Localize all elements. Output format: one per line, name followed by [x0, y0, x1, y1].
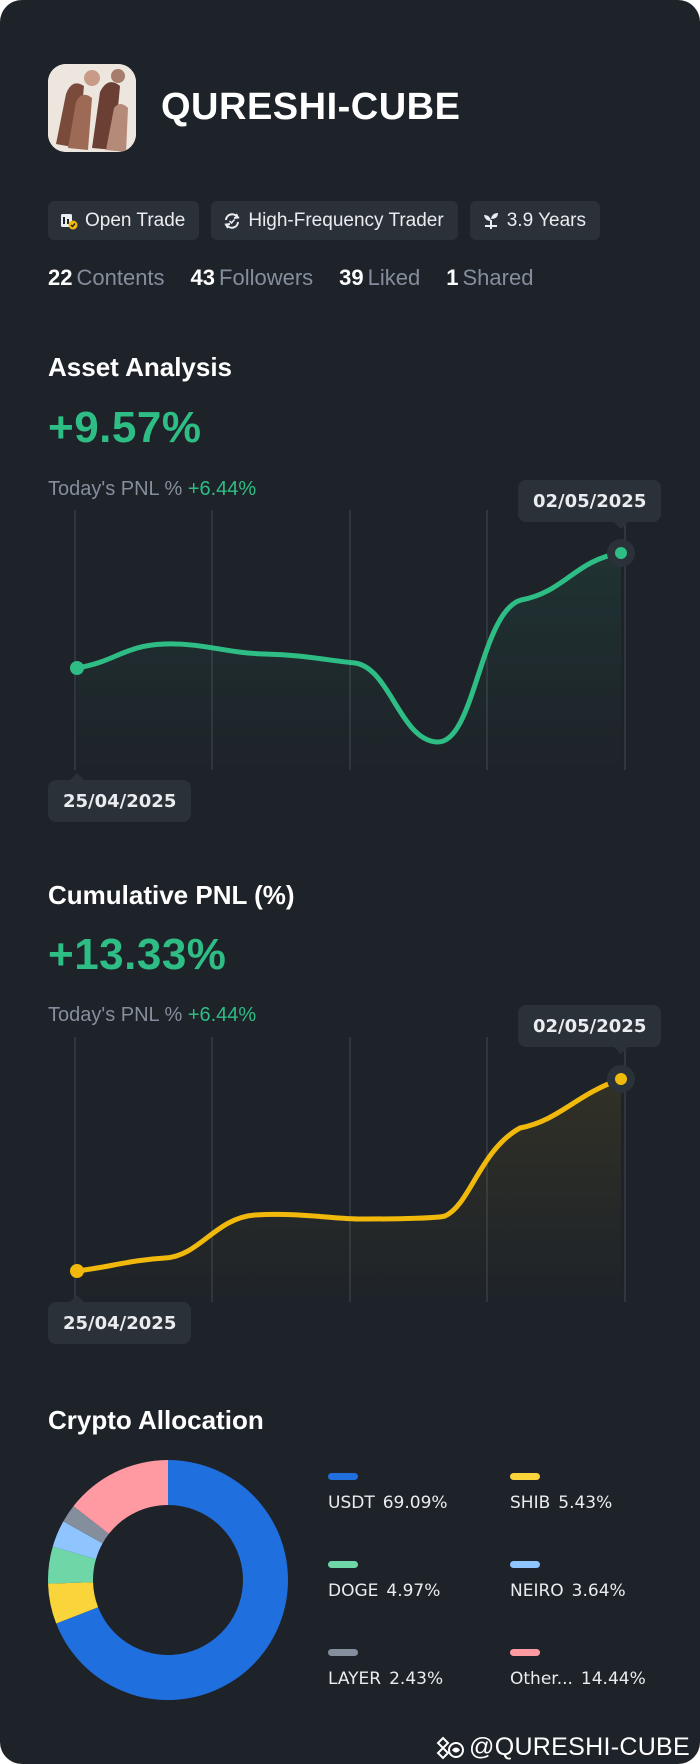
asset-end-date-tooltip: 02/05/2025	[518, 480, 662, 522]
stat-liked[interactable]: 39 Liked	[339, 265, 420, 291]
cumulative-today-pnl: Today's PNL % +6.44%	[48, 1004, 256, 1027]
cumulative-end-date-tooltip: 02/05/2025	[518, 1005, 662, 1047]
legend-percent: 5.43%	[558, 1493, 613, 1513]
watermark-text: @QURESHI-CUBE	[469, 1733, 690, 1761]
legend-item-doge[interactable]: DOGE 4.97%	[328, 1561, 440, 1601]
legend-swatch	[510, 1473, 540, 1480]
allocation-donut-chart[interactable]	[48, 1460, 288, 1700]
legend-swatch	[328, 1561, 358, 1568]
legend-name: SHIB	[510, 1493, 551, 1513]
stat-value: 39	[339, 265, 364, 290]
tag-open-trade[interactable]: Open Trade	[48, 201, 200, 240]
today-pnl-value: +6.44%	[187, 478, 257, 500]
stat-label: Liked	[367, 265, 421, 290]
donut-slice-other[interactable]	[73, 1460, 168, 1534]
tooltip-arrow	[614, 522, 628, 529]
legend-swatch	[510, 1649, 540, 1656]
avatar[interactable]	[48, 64, 136, 152]
legend-percent: 2.43%	[389, 1669, 444, 1689]
refresh-cycle-icon	[224, 212, 240, 229]
donut-slice-neiro[interactable]	[52, 1521, 103, 1560]
legend-name: DOGE	[328, 1581, 379, 1601]
legend-name: USDT	[328, 1493, 375, 1513]
tag-label: 3.9 Years	[506, 209, 586, 231]
donut-slice-shib[interactable]	[48, 1582, 99, 1624]
legend-swatch	[328, 1473, 358, 1480]
cumulative-start-date-tooltip: 25/04/2025	[48, 1302, 192, 1344]
cumulative-area-fill	[77, 1079, 621, 1302]
tag-label: Open Trade	[85, 209, 186, 231]
asset-analysis-value: +9.57%	[48, 403, 202, 452]
legend-swatch	[510, 1561, 540, 1568]
tag-list: Open Trade High-Frequency Trader 3.9 Yea…	[48, 201, 600, 240]
stat-contents[interactable]: 22 Contents	[48, 265, 165, 291]
stat-label: Contents	[76, 265, 165, 290]
donut-slice-doge[interactable]	[48, 1546, 96, 1584]
asset-area-fill	[77, 553, 621, 770]
tag-years[interactable]: 3.9 Years	[469, 201, 600, 240]
tag-label: High-Frequency Trader	[248, 209, 444, 231]
legend-percent: 3.64%	[571, 1581, 626, 1601]
legend-name: LAYER	[328, 1669, 382, 1689]
legend-percent: 14.44%	[580, 1669, 646, 1689]
asset-today-pnl: Today's PNL % +6.44%	[48, 478, 256, 501]
cumulative-line	[74, 1076, 624, 1274]
stat-label: Followers	[219, 265, 314, 290]
profile-name: QURESHI-CUBE	[161, 86, 461, 128]
donut-slice-layer[interactable]	[63, 1506, 109, 1544]
avatar-photo-icon	[48, 64, 136, 152]
crypto-allocation-title: Crypto Allocation	[48, 1405, 264, 1435]
donut-slices	[48, 1460, 288, 1700]
today-pnl-label: Today's PNL %	[48, 1004, 183, 1026]
sprout-icon	[483, 212, 498, 229]
legend-item-other[interactable]: Other... 14.44%	[510, 1649, 646, 1689]
today-pnl-label: Today's PNL %	[48, 478, 183, 500]
asset-start-date-tooltip: 25/04/2025	[48, 780, 192, 822]
donut-slice-usdt[interactable]	[56, 1460, 288, 1700]
legend-name: Other...	[510, 1669, 573, 1689]
open-trade-icon	[61, 213, 78, 229]
stats-row: 22 Contents 43 Followers 39 Liked 1 Shared	[48, 265, 533, 291]
watermark: @QURESHI-CUBE	[435, 1733, 690, 1762]
legend-item-usdt[interactable]: USDT 69.09%	[328, 1473, 448, 1513]
cumulative-end-point[interactable]	[615, 1073, 627, 1085]
cumulative-start-point[interactable]	[70, 1264, 84, 1278]
cumulative-pnl-chart[interactable]	[0, 1030, 700, 1310]
stat-value: 43	[190, 265, 216, 290]
stat-shared[interactable]: 1 Shared	[446, 265, 533, 291]
asset-analysis-chart[interactable]	[0, 500, 700, 800]
cumulative-pnl-value: +13.33%	[48, 930, 227, 979]
legend-name: NEIRO	[510, 1581, 564, 1601]
legend-item-shib[interactable]: SHIB 5.43%	[510, 1473, 612, 1513]
asset-line	[74, 550, 624, 745]
tooltip-arrow	[70, 773, 84, 780]
stat-label: Shared	[462, 265, 534, 290]
stat-value: 1	[446, 265, 459, 290]
stat-followers[interactable]: 43 Followers	[191, 265, 314, 291]
asset-end-point[interactable]	[615, 547, 627, 559]
legend-percent: 69.09%	[382, 1493, 448, 1513]
asset-start-point[interactable]	[70, 661, 84, 675]
cumulative-pnl-title: Cumulative PNL (%)	[48, 880, 295, 910]
legend-item-layer[interactable]: LAYER 2.43%	[328, 1649, 443, 1689]
legend-item-neiro[interactable]: NEIRO 3.64%	[510, 1561, 626, 1601]
legend-swatch	[328, 1649, 358, 1656]
stat-value: 22	[48, 265, 73, 290]
tag-high-frequency-trader[interactable]: High-Frequency Trader	[211, 201, 458, 240]
diamond-logo-icon	[436, 1736, 465, 1759]
tooltip-arrow	[614, 1047, 628, 1054]
legend-percent: 4.97%	[386, 1581, 441, 1601]
tooltip-arrow	[70, 1295, 84, 1302]
asset-analysis-title: Asset Analysis	[48, 352, 233, 382]
today-pnl-value: +6.44%	[187, 1004, 257, 1026]
